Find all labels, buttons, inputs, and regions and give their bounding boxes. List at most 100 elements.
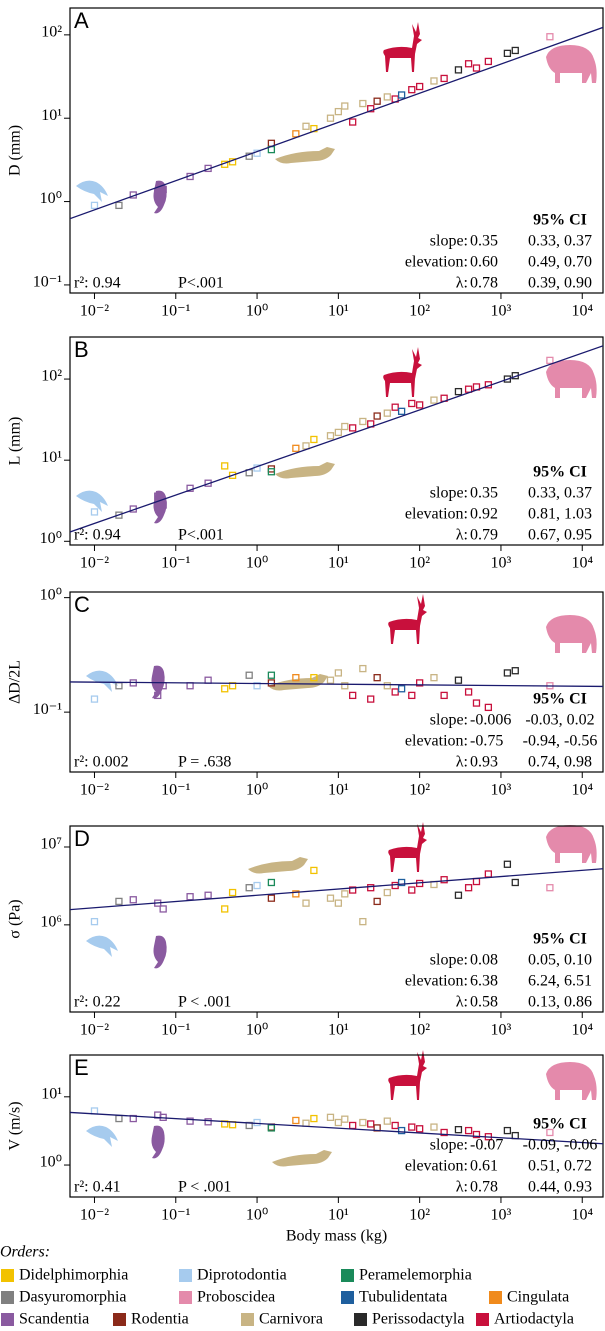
data-point [391,1121,399,1130]
data-point [397,407,406,415]
stat-ci: 0.81, 1.03 [528,506,592,523]
data-point [186,893,194,901]
legend-swatch [489,1291,502,1304]
y-axis-label: L (mm) [7,417,24,466]
deer-shape [383,22,422,72]
data-point [440,74,448,83]
elephant-shape [546,1062,597,1100]
x-tick-label: 10² [409,1022,430,1039]
data-point [359,664,367,673]
data-point [391,403,399,411]
r-squared: r²: 0.22 [74,994,121,1011]
stat-value: -0.75 [470,733,503,750]
data-point [484,57,493,66]
data-point [397,878,406,887]
treeshrew-silhouette [151,665,165,699]
data-point [204,676,212,684]
plot-frame [69,336,604,546]
data-point [367,1120,375,1128]
stat-label: slope: [430,233,468,250]
data-point [359,1118,367,1127]
data-point [416,401,424,409]
data-point [367,105,375,113]
legend-label: Cingulata [507,1289,569,1306]
elephant-silhouette [546,1062,597,1100]
deer-silhouette [388,594,427,644]
x-tick-label: 10⁰ [246,1207,268,1224]
ci-title: 95% CI [533,691,587,708]
data-point [349,1121,357,1130]
deer-shape [383,347,422,397]
data-point [267,894,276,902]
data-point [454,66,463,74]
data-point [186,682,194,690]
x-tick-label: 10¹ [328,1207,349,1224]
data-point [334,669,343,677]
data-point [310,674,318,682]
data-point [373,897,381,906]
x-tick-label: 10⁻² [80,1207,109,1224]
stat-label: elevation: [405,1158,468,1175]
data-point [115,897,123,906]
data-point [129,896,137,904]
data-point [341,890,349,898]
y-axis-label: σ (Pa) [7,899,24,938]
data-point [484,870,493,878]
plot-frame [69,7,604,294]
glider-shape [76,490,108,512]
data-point [292,130,300,138]
elephant-shape [546,615,597,653]
data-point [154,492,162,500]
stat-value: 0.60 [470,254,498,271]
panel-letter: B [74,337,89,362]
data-point [292,890,300,898]
data-point [90,917,99,926]
data-point [310,1114,318,1123]
data-point [454,1126,463,1134]
glider-silhouette [76,490,108,512]
data-point [359,417,367,426]
data-point [310,866,318,875]
y-axis-label: ΔD/2L [7,660,24,704]
x-tick-label: 10⁻² [80,303,109,320]
glider-shape [86,935,118,957]
data-point [472,64,481,72]
data-point [383,682,391,690]
x-tick-label: 10⁻¹ [161,303,190,320]
x-tick-label: 10⁻² [80,1022,109,1039]
legend-swatch [476,1313,489,1326]
data-point [546,1128,554,1137]
data-point [90,201,99,210]
data-point [341,422,349,431]
y-tick-label: 10⁻¹ [33,701,62,718]
data-point [408,691,416,700]
data-point [267,671,276,679]
data-point [221,462,229,470]
stat-label: slope: [430,1137,468,1154]
x-tick-label: 10⁰ [246,555,268,572]
data-point [341,682,349,690]
data-point [546,884,554,892]
ci-title: 95% CI [533,931,587,948]
data-point [186,484,194,492]
data-point [302,899,310,907]
x-tick-label: 10⁴ [571,1022,593,1039]
data-point [383,1117,391,1125]
y-tick-label: 10² [41,24,62,41]
panel-letter: A [74,8,89,33]
elephant-silhouette [546,45,597,83]
stat-ci: 0.49, 0.70 [528,254,592,271]
x-tick-label: 10¹ [328,555,349,572]
data-point [349,424,357,432]
weasel-silhouette [248,857,308,874]
p-value: P<.001 [178,275,224,292]
data-point [511,878,519,887]
legend-swatch [179,1269,192,1282]
y-tick-label: 10¹ [41,1085,62,1102]
stat-label: elevation: [405,254,468,271]
data-point [503,49,512,58]
deer-silhouette [388,1050,427,1100]
x-tick-label: 10⁰ [246,303,268,320]
stat-label: λ: [456,275,468,292]
